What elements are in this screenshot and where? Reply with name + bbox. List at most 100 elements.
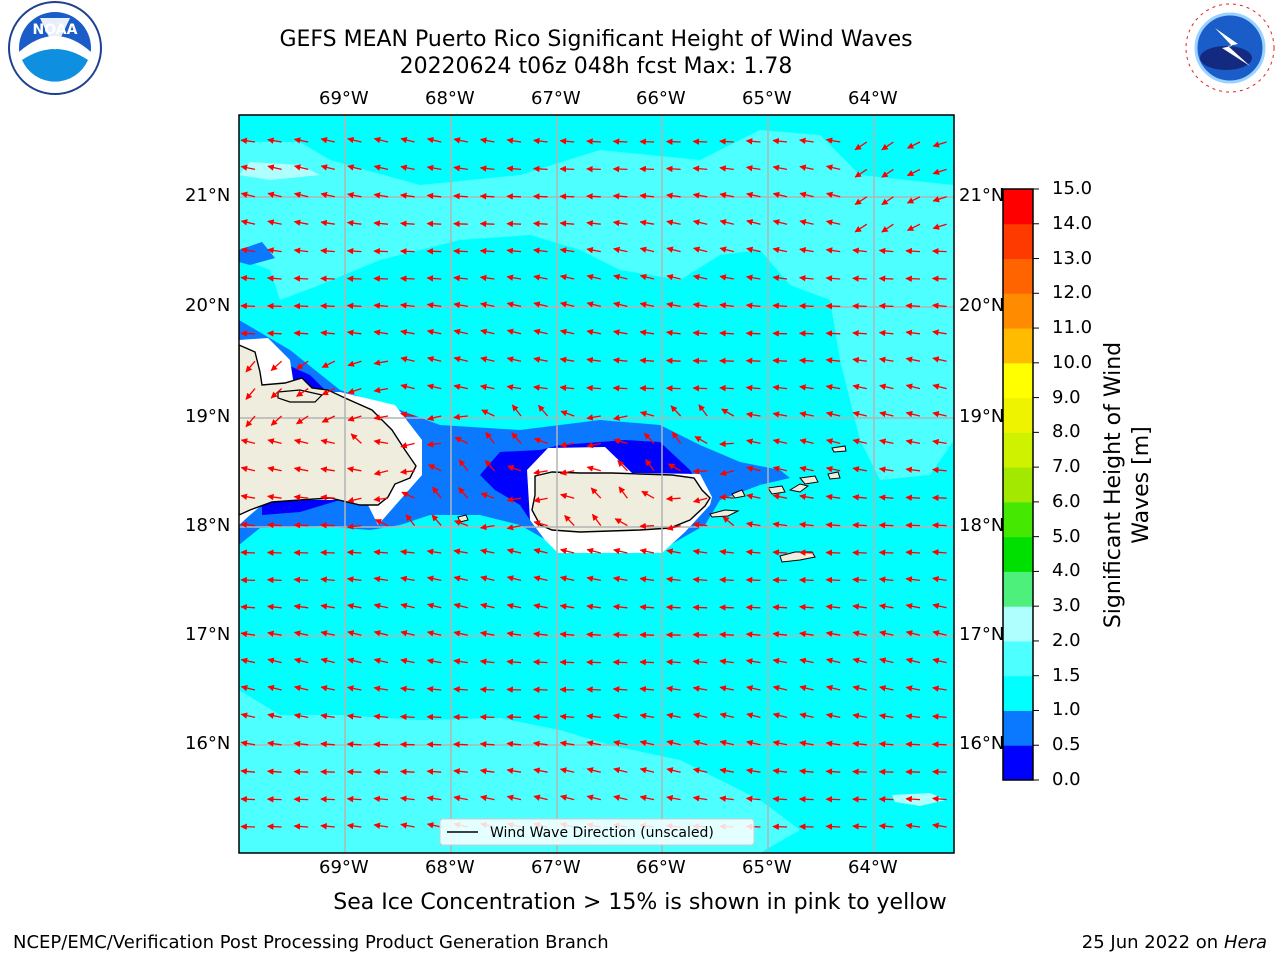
wave-direction-arrow [586,246,601,254]
colorbar-swatch [1003,501,1033,538]
wave-direction-arrow [825,247,841,254]
wave-direction-arrow [692,468,708,475]
wave-direction-arrow [719,739,734,747]
wave-direction-arrow [878,275,894,282]
wave-direction-arrow [373,247,389,255]
wave-direction-arrow [852,494,867,501]
wave-direction-arrow [772,191,788,199]
wave-direction-arrow [481,409,495,417]
wave-direction-arrow [426,768,442,775]
wave-direction-arrow [745,631,761,638]
wave-direction-arrow [772,357,788,365]
wave-direction-arrow [506,740,522,748]
lat-tick-label-right: 21°N [959,185,1005,206]
wave-direction-arrow [453,301,468,309]
wave-direction-arrow [772,767,788,775]
lon-tick-label-bottom: 67°W [531,857,581,878]
wave-direction-arrow [296,360,309,370]
wave-direction-arrow [639,658,655,666]
colorbar-swatch [1003,745,1033,781]
wave-direction-arrow [240,274,256,282]
wave-direction-arrow [692,165,708,172]
wave-direction-arrow [932,466,947,474]
wave-direction-arrow [373,275,389,282]
wave-direction-arrow [694,435,708,444]
wave-direction-arrow [533,301,548,308]
wave-direction-arrow [267,740,282,747]
wave-direction-arrow [878,522,894,529]
wave-direction-arrow [666,192,681,199]
wave-direction-arrow [453,328,468,336]
wave-direction-arrow [240,657,256,665]
wave-direction-arrow [586,767,601,774]
wave-direction-arrow [480,602,495,610]
wave-direction-arrow [665,658,681,666]
wave-direction-arrow [666,739,681,747]
colorbar-tick-label: 6.0 [1052,490,1081,512]
wave-direction-arrow [692,739,708,746]
wave-direction-arrow [852,712,867,720]
wave-direction-arrow [320,657,335,664]
wave-direction-arrow [426,741,442,748]
wave-direction-arrow [746,465,761,472]
wave-direction-arrow [405,514,416,527]
wave-direction-arrow [799,246,814,254]
wave-direction-arrow [559,469,575,476]
wave-direction-arrow [639,273,655,281]
wave-direction-arrow [479,658,495,665]
wave-direction-arrow [373,495,389,503]
wave-direction-arrow [618,486,628,499]
wave-direction-arrow [692,219,708,226]
wave-direction-arrow [932,438,947,446]
wave-direction-arrow [293,576,309,584]
wave-direction-arrow [798,330,814,337]
wave-direction-arrow [878,549,894,556]
wave-direction-arrow [613,547,628,555]
wave-direction-arrow [586,220,601,227]
wave-direction-arrow [559,356,575,364]
wave-direction-arrow [772,219,788,226]
wave-direction-arrow [772,657,788,665]
wave-direction-arrow [479,686,495,693]
wave-direction-arrow [612,384,628,392]
wave-direction-arrow [559,441,575,448]
wave-direction-arrow [426,795,442,802]
wave-direction-arrow [240,330,256,337]
wave-direction-arrow [347,496,362,504]
wave-direction-arrow [692,604,708,611]
wave-direction-arrow [506,247,522,255]
wave-direction-arrow [453,165,468,172]
wave-direction-arrow [559,603,575,610]
wave-direction-arrow [240,768,256,775]
wave-direction-arrow [692,658,708,666]
wave-direction-arrow [719,548,734,556]
wave-direction-arrow [772,521,788,528]
colorbar-swatch [1003,223,1033,260]
wave-direction-arrow [719,274,734,281]
wave-direction-arrow [559,165,575,173]
wave-direction-arrow [772,795,788,803]
wave-direction-arrow [293,684,309,692]
wave-direction-arrow [617,460,628,472]
wave-direction-arrow [586,384,601,392]
wave-direction-arrow [586,794,601,801]
lat-tick-label-left: 20°N [185,295,231,316]
wave-direction-arrow [772,438,788,445]
wave-direction-arrow [932,329,947,336]
wave-direction-arrow [533,631,548,638]
wave-direction-arrow [245,388,256,400]
wave-direction-arrow [745,274,761,281]
wave-direction-arrow [878,494,894,501]
colorbar-tick-label: 9.0 [1052,386,1081,408]
wave-direction-arrow [639,548,655,555]
wave-direction-arrow [772,740,788,747]
wave-direction-arrow [612,659,628,666]
wave-direction-arrow [374,519,389,527]
wave-direction-arrow [266,823,282,830]
wave-direction-arrow [506,630,522,638]
wave-direction-arrow [825,191,841,198]
wave-direction-arrow [932,630,947,637]
colorbar-swatch [1003,293,1033,329]
wave-direction-arrow [692,712,708,719]
lon-tick-label-top: 66°W [636,88,686,109]
